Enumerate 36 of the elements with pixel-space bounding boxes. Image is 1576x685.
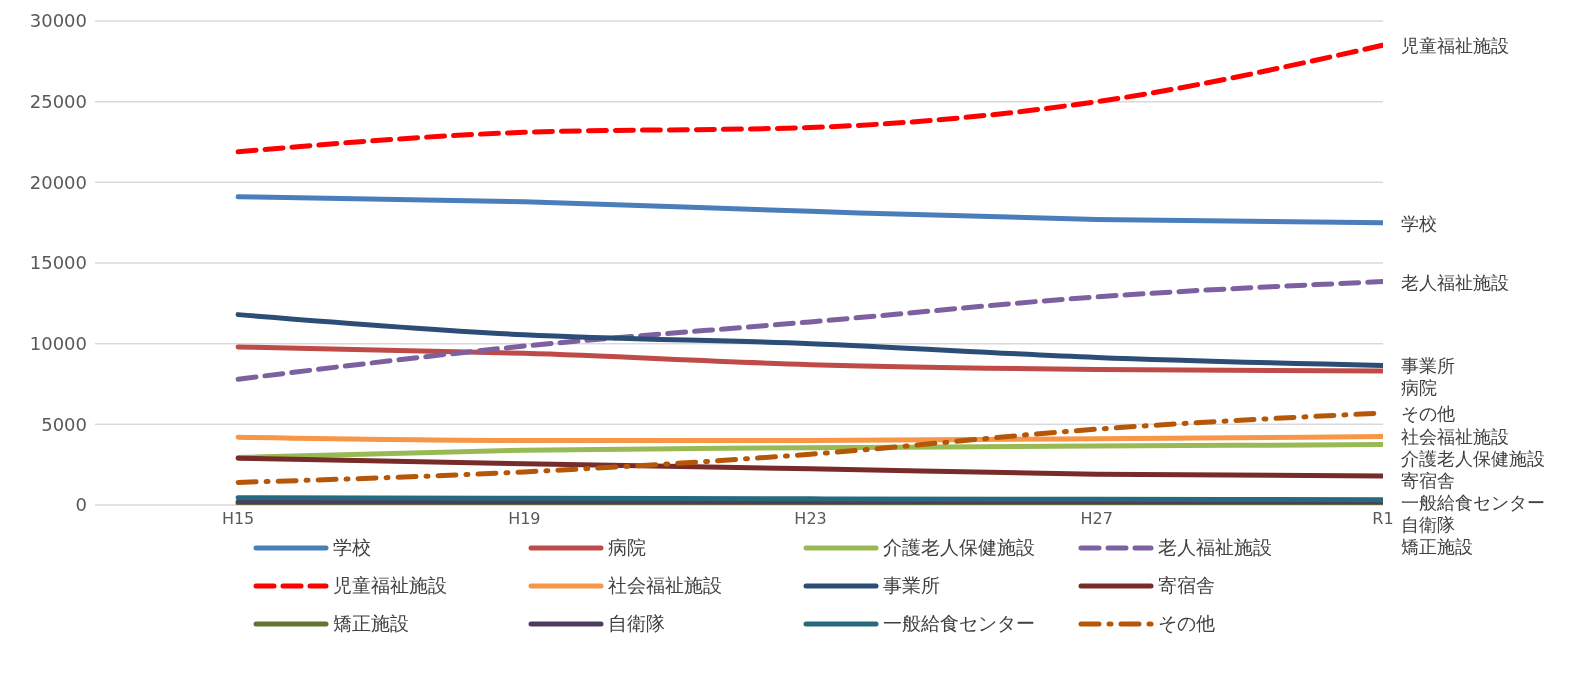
legend-label: 児童福祉施設 (333, 573, 447, 598)
y-tick-label: 0 (75, 494, 87, 516)
text: 寄宿舎 (1401, 470, 1455, 492)
x-tick-label: H23 (794, 509, 827, 529)
legend-label: 事業所 (883, 573, 940, 598)
legend-label: 介護老人保健施設 (883, 535, 1035, 560)
x-tick-label: H19 (508, 509, 541, 529)
legend-label: 矯正施設 (333, 611, 409, 636)
legend-label: 老人福祉施設 (1158, 535, 1272, 560)
y-tick-label: 5000 (41, 413, 87, 435)
x-tick-label: H15 (221, 509, 255, 529)
y-tick-label: 15000 (29, 252, 87, 274)
legend-label: その他 (1158, 611, 1215, 636)
text: 一般給食センター (1401, 492, 1545, 514)
text: 事業所 (1401, 355, 1455, 377)
legend-label: 一般給食センター (883, 611, 1035, 636)
text: その他 (1401, 403, 1455, 425)
text: 社会福祉施設 (1401, 426, 1509, 448)
x-tick-label: H27 (1080, 509, 1113, 529)
legend-label: 病院 (608, 535, 646, 560)
y-tick-label: 25000 (29, 91, 87, 113)
text: 児童福祉施設 (1401, 35, 1509, 57)
legend-label: 社会福祉施設 (608, 573, 722, 598)
y-tick-label: 10000 (29, 333, 87, 355)
x-tick-label: R1 (1372, 509, 1394, 529)
y-tick-label: 30000 (29, 10, 87, 32)
y-tick-label: 20000 (29, 171, 87, 193)
text: 学校 (1401, 212, 1437, 234)
text: 老人福祉施設 (1401, 271, 1509, 293)
text: 病院 (1401, 377, 1437, 399)
legend-label: 寄宿舎 (1158, 573, 1215, 598)
legend-label: 学校 (333, 535, 371, 560)
text: 自衛隊 (1401, 514, 1455, 536)
text: 介護老人保健施設 (1401, 448, 1545, 470)
text: 矯正施設 (1401, 536, 1473, 558)
legend-label: 自衛隊 (608, 611, 665, 636)
